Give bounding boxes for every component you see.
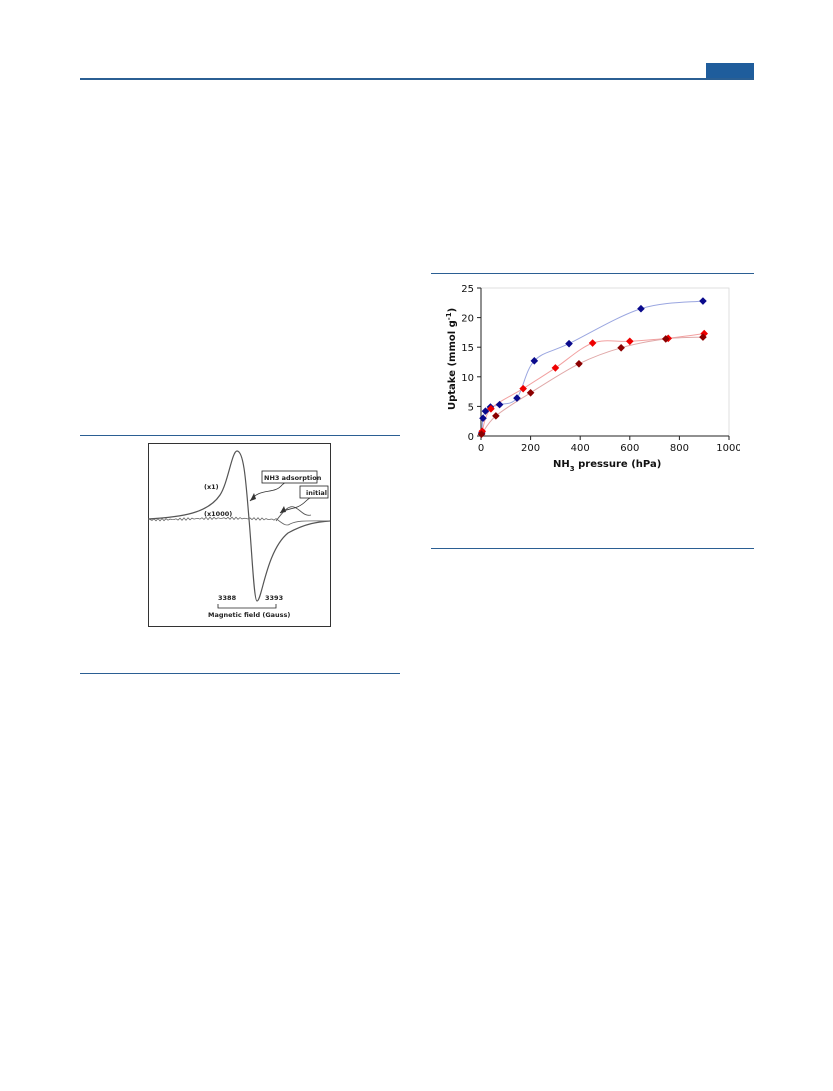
label-box-nh3: [261, 470, 318, 484]
arrow-head: [280, 506, 286, 513]
label-x1000: (x1000): [204, 510, 232, 518]
x-tick-label: 400: [571, 443, 590, 454]
x-ticks: 0 200 400 600 800 1000: [478, 436, 742, 454]
figure-top-rule: [431, 273, 754, 274]
tick-label-left: 3388: [218, 594, 237, 602]
x-axis-label: Magnetic field (Gauss): [208, 611, 290, 619]
y-tick-label: 20: [461, 314, 474, 325]
data-point-marker: [530, 357, 539, 365]
header-badge: [706, 63, 754, 78]
label-box-initial: [299, 485, 329, 499]
epr-curve-x1: [147, 450, 331, 602]
header-rule: [80, 78, 754, 80]
data-point-marker: [565, 339, 573, 348]
figure-bottom-rule: [431, 548, 754, 549]
data-point-marker: [487, 404, 495, 413]
label-x1: (x1): [204, 483, 219, 491]
data-point-marker: [637, 304, 645, 313]
uptake-chart-figure: 0 200 400 600 800 1000 0 5 10 15 20 25 NH3 pressur…: [440, 282, 742, 482]
data-point-marker: [492, 412, 500, 420]
data-point-marker: [626, 337, 634, 346]
epr-curve-nh3: [275, 506, 312, 522]
epr-curve-x1000: [147, 516, 331, 526]
x-tick-label: 0: [478, 443, 484, 454]
label-initial: initial: [306, 489, 327, 497]
data-point-marker: [526, 388, 535, 397]
scale-bar: [217, 604, 277, 609]
figure-top-rule: [80, 435, 400, 436]
x-axis-label: NH3 pressure (hPa): [553, 459, 661, 473]
data-point-marker: [513, 394, 521, 402]
data-point-marker: [519, 384, 527, 393]
x-tick-label: 1000: [716, 443, 740, 454]
data-point-marker: [699, 297, 707, 305]
tick-label-right: 3393: [265, 594, 283, 602]
data-point-marker: [699, 333, 707, 341]
x-tick-label: 600: [620, 443, 639, 454]
y-tick-label: 0: [468, 432, 474, 443]
y-tick-label: 10: [461, 373, 474, 384]
y-ticks: 0 5 10 15 20 25: [461, 284, 481, 443]
series-line-0: [481, 300, 704, 434]
data-point-marker: [477, 430, 486, 439]
figure-bottom-rule: [80, 673, 400, 674]
plot-area: [480, 287, 730, 437]
data-point-marker: [588, 339, 597, 347]
label-nh3-adsorption: NH3 adsorption: [264, 474, 322, 482]
epr-spectrum-plot: (x1) (x1000) NH3 adsorption initial 3388…: [147, 443, 331, 627]
data-point-marker: [551, 364, 560, 372]
arrow-head: [250, 493, 256, 501]
y-axis-label: Uptake (mmol g-1): [445, 308, 458, 410]
uptake-chart: 0 200 400 600 800 1000 0 5 10 15 20 25 NH3 pressur…: [445, 284, 742, 473]
x-tick-label: 800: [670, 443, 689, 454]
data-point-marker: [575, 359, 583, 368]
y-tick-label: 5: [468, 402, 474, 413]
data-point-marker: [479, 414, 487, 423]
x-tick-label: 200: [521, 443, 540, 454]
epr-spectrum-figure: (x1) (x1000) NH3 adsorption initial 3388…: [147, 443, 331, 627]
y-tick-label: 15: [461, 343, 474, 354]
y-tick-label: 25: [461, 284, 474, 295]
